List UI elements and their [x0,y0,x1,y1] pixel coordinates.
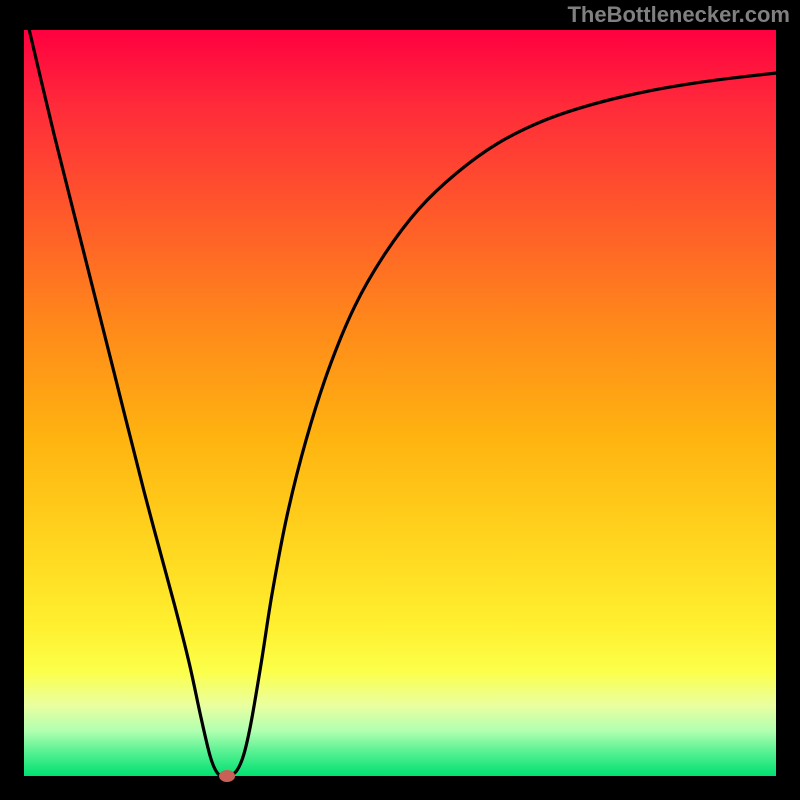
chart-container: TheBottlenecker.com [0,0,800,800]
bottleneck-chart [0,0,800,800]
chart-background [24,30,776,776]
optimal-point-marker [219,770,235,782]
watermark-text: TheBottlenecker.com [567,2,790,28]
